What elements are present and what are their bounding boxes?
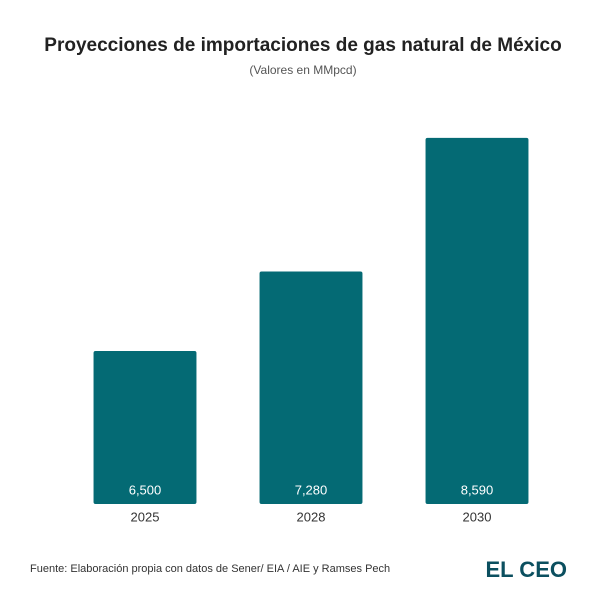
- chart-subtitle: (Valores en MMpcd): [249, 63, 356, 77]
- x-tick-label: 2028: [297, 509, 326, 524]
- x-tick-label: 2030: [463, 509, 492, 524]
- value-label: 7,280: [295, 482, 328, 497]
- value-label: 6,500: [129, 482, 162, 497]
- source-note: Fuente: Elaboración propia con datos de …: [30, 563, 390, 575]
- logo: EL CEO: [485, 557, 567, 582]
- chart-title: Proyecciones de importaciones de gas nat…: [44, 35, 561, 56]
- bar: [425, 137, 529, 504]
- bar: [259, 271, 363, 504]
- value-label: 8,590: [461, 482, 494, 497]
- bar: [93, 351, 197, 504]
- x-tick-label: 2025: [131, 509, 160, 524]
